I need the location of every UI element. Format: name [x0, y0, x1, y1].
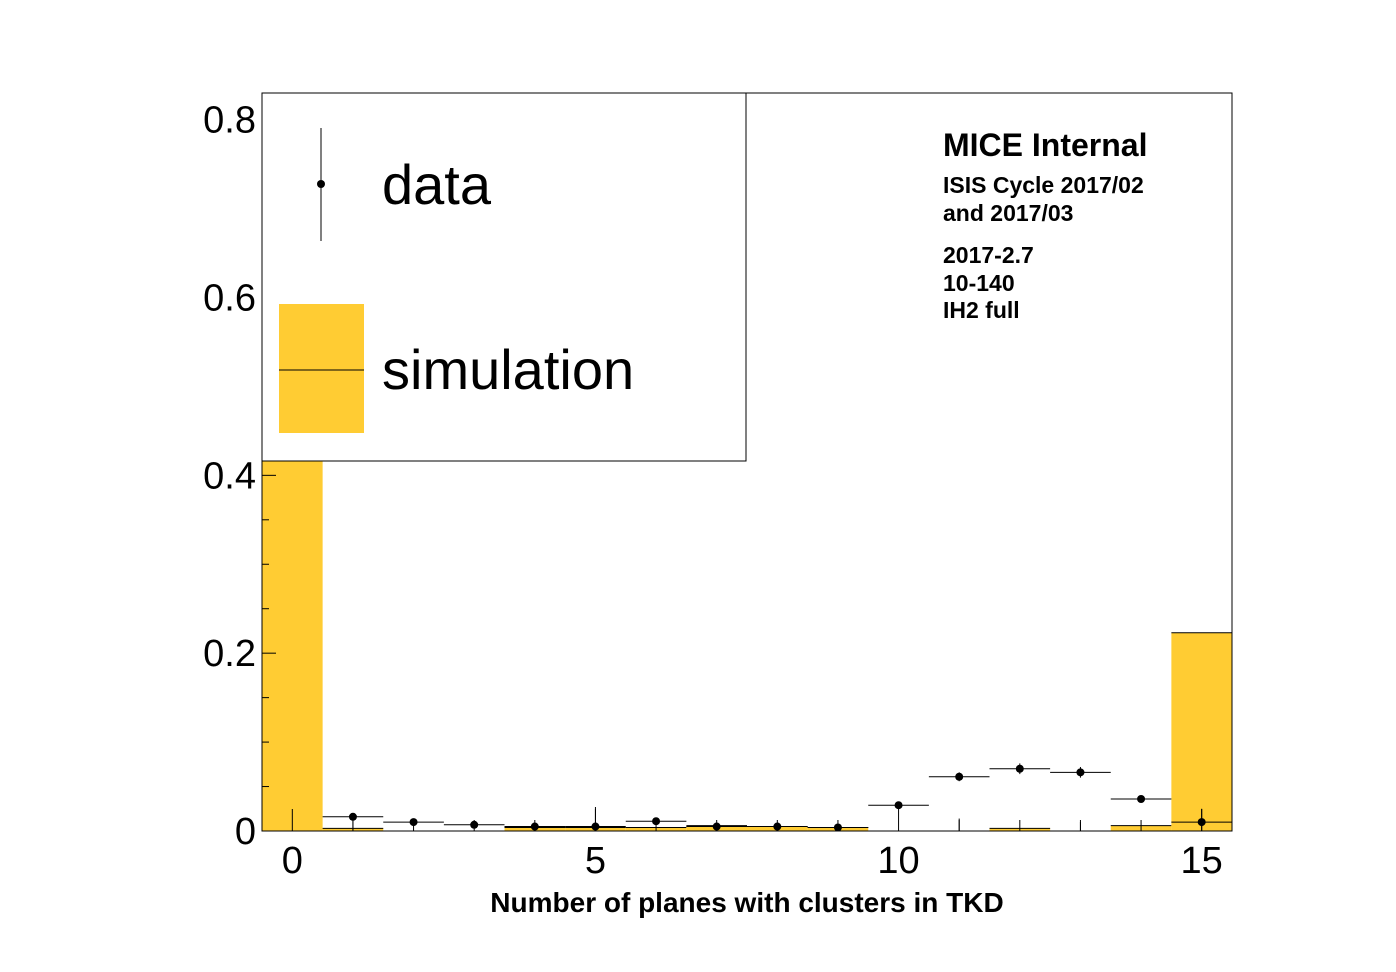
data-point	[894, 801, 903, 810]
x-axis-title: Number of planes with clusters in TKD	[490, 887, 1003, 918]
info-line-1: ISIS Cycle 2017/02	[943, 172, 1144, 198]
data-point	[1137, 794, 1146, 803]
x-tick-label: 15	[1181, 840, 1223, 882]
info-line-3: 2017-2.7	[943, 242, 1034, 268]
data-point	[348, 812, 357, 821]
info-annotation: MICE Internal ISIS Cycle 2017/02 and 201…	[943, 127, 1147, 323]
y-tick-label: 0	[235, 811, 256, 853]
data-point	[1076, 768, 1085, 777]
y-tick-label: 0.8	[203, 100, 256, 142]
plot-frame	[261, 92, 1233, 832]
info-line-2: and 2017/03	[943, 200, 1073, 226]
simulation-bar	[262, 439, 323, 831]
info-line-5: IH2 full	[943, 297, 1020, 323]
data-point	[955, 772, 964, 781]
x-tick-label: 10	[877, 840, 919, 882]
y-tick-label: 0.4	[203, 455, 256, 497]
x-tick-label: 5	[585, 840, 606, 882]
y-tick-label: 0.6	[203, 278, 256, 320]
info-title: MICE Internal	[943, 127, 1147, 163]
data-point	[1015, 764, 1024, 773]
y-tick-label: 0.2	[203, 633, 256, 675]
x-tick-label: 0	[282, 840, 303, 882]
info-line-4: 10-140	[943, 270, 1015, 296]
legend-data-marker-icon	[317, 180, 325, 188]
legend-simulation-swatch-icon	[279, 304, 364, 433]
simulation-bar	[1171, 632, 1232, 831]
axes: 0 0.2 0.4 0.6 0.8 0 5 10 15	[203, 100, 1223, 882]
legend-simulation-label: simulation	[382, 338, 634, 401]
legend-data-label: data	[382, 153, 492, 216]
legend: data simulation	[261, 92, 747, 462]
